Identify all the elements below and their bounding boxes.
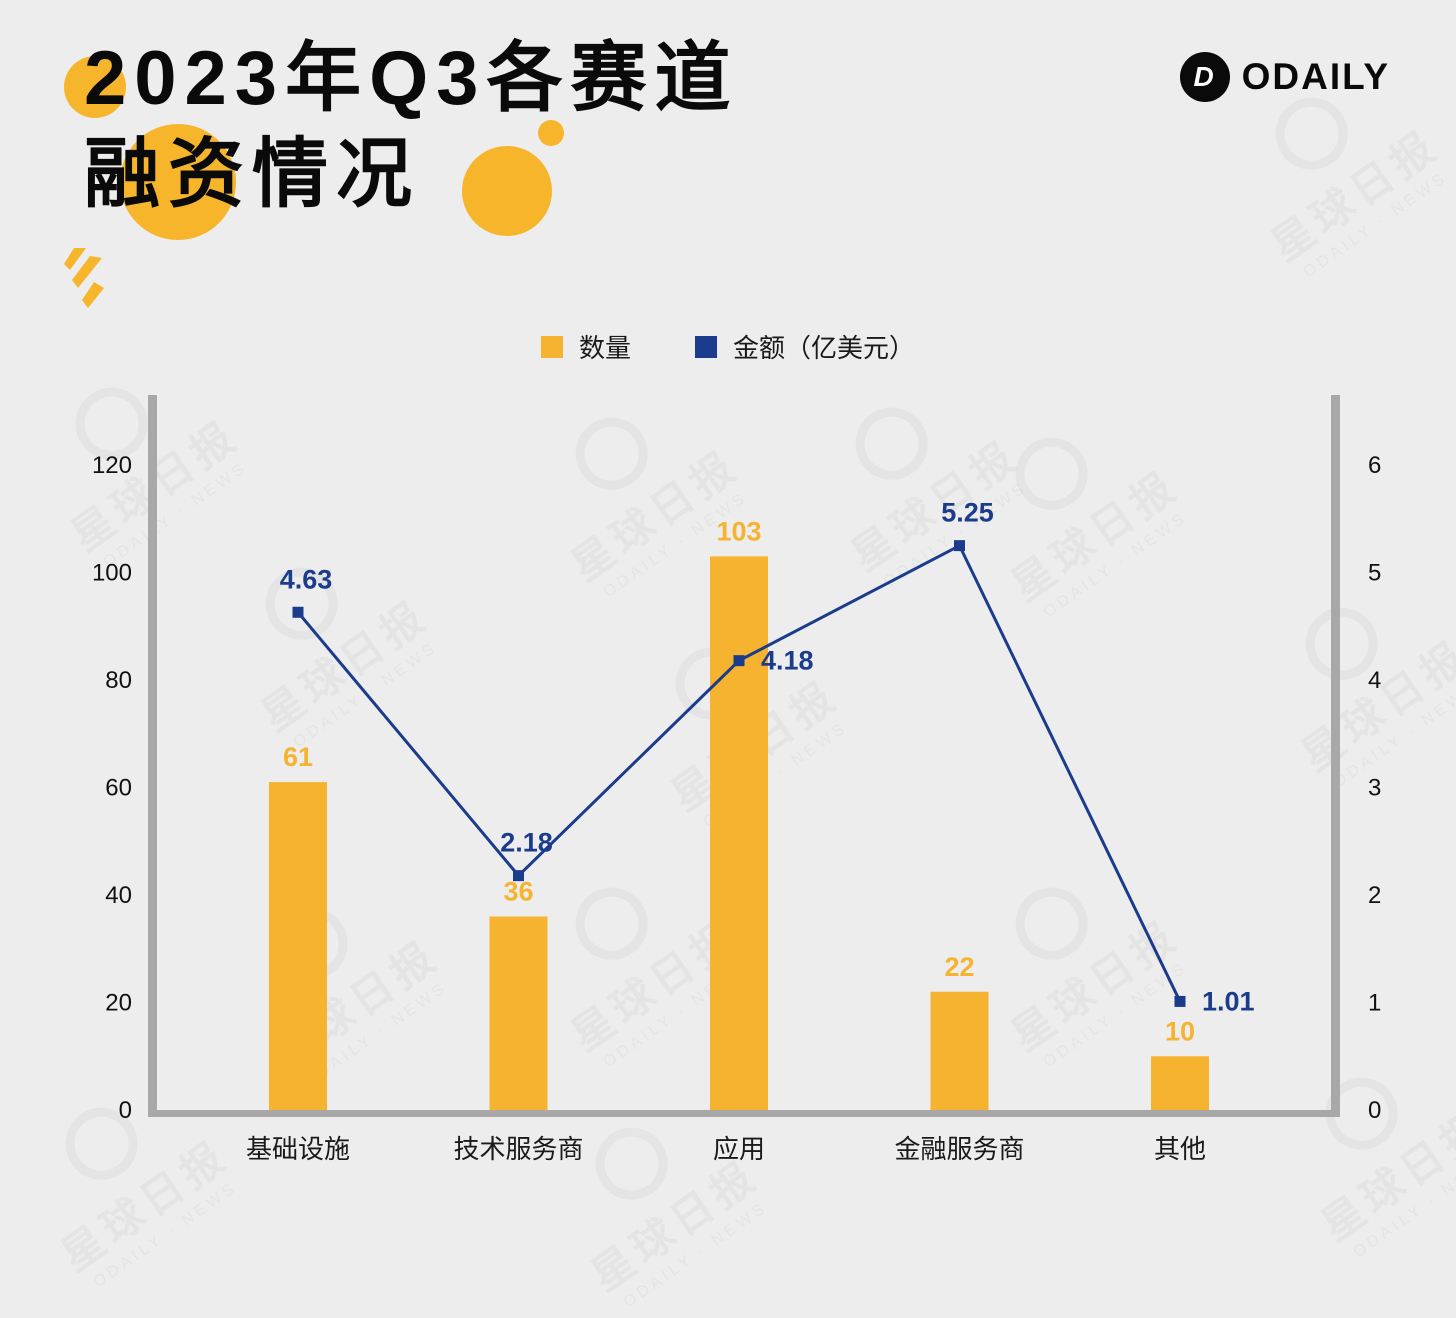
bar-其他 bbox=[1151, 1056, 1209, 1110]
decor-circle-3 bbox=[462, 146, 552, 236]
line-value-label: 4.63 bbox=[280, 564, 333, 594]
page-title-line2: 融资情况 bbox=[84, 131, 420, 217]
title-block: 2023年Q3各赛道 融资情况 bbox=[84, 40, 738, 213]
decor-circle-4 bbox=[538, 120, 564, 146]
legend-label-quantity: 数量 bbox=[578, 333, 631, 363]
line-point bbox=[954, 540, 965, 552]
logo-glyph: D bbox=[1193, 61, 1214, 92]
bar-value-label: 10 bbox=[1165, 1016, 1195, 1046]
legend-item-quantity: 数量 bbox=[540, 328, 631, 365]
line-value-label: 4.18 bbox=[761, 646, 814, 676]
legend-swatch-quantity bbox=[540, 335, 563, 358]
left-axis-tick-label: 120 bbox=[92, 452, 132, 479]
right-axis-tick-label: 1 bbox=[1368, 990, 1381, 1017]
odaily-logo-icon: D bbox=[1179, 52, 1230, 102]
bar-技术服务商 bbox=[489, 916, 548, 1110]
category-label: 应用 bbox=[713, 1134, 765, 1164]
brand-name: ODAILY bbox=[1241, 56, 1390, 97]
line-value-label: 2.18 bbox=[500, 828, 553, 858]
bar-金融服务商 bbox=[930, 991, 989, 1110]
brand: D ODAILY bbox=[1179, 52, 1390, 102]
page-title-line1: 2023年Q3各赛道 bbox=[84, 36, 739, 121]
right-axis-tick-label: 0 bbox=[1368, 1097, 1381, 1124]
right-axis-tick-label: 2 bbox=[1368, 882, 1381, 909]
combo-chart: 0 20 40 60 80 100 120 0 1 2 3 4 5 6 61 36 103 22 10 4.63 2.1… bbox=[92, 395, 1381, 1164]
bar-应用 bbox=[710, 556, 768, 1110]
decor-circle-2 bbox=[120, 124, 236, 240]
left-axis-tick-label: 60 bbox=[105, 775, 132, 802]
line-point bbox=[513, 870, 524, 882]
line-point bbox=[1174, 995, 1186, 1007]
left-axis-line bbox=[148, 395, 157, 1117]
bar-基础设施 bbox=[269, 782, 327, 1110]
bar-value-label: 22 bbox=[944, 952, 974, 982]
line-value-label: 5.25 bbox=[941, 498, 994, 528]
line-value-label: 1.01 bbox=[1202, 986, 1255, 1016]
right-axis-tick-label: 4 bbox=[1368, 667, 1381, 694]
left-axis-tick-label: 80 bbox=[105, 667, 132, 694]
bar-value-label: 103 bbox=[716, 516, 761, 546]
category-label: 金融服务商 bbox=[894, 1134, 1024, 1164]
line-point bbox=[733, 655, 745, 667]
left-axis-tick-label: 40 bbox=[105, 882, 132, 909]
legend-label-amount: 金额（亿美元） bbox=[733, 333, 916, 363]
bar-value-label: 61 bbox=[283, 742, 313, 772]
left-axis-tick-label: 0 bbox=[119, 1097, 132, 1124]
lightning-decor-icon bbox=[64, 248, 104, 308]
left-axis-tick-label: 20 bbox=[105, 990, 132, 1017]
line-point bbox=[292, 606, 304, 618]
left-axis-tick-label: 100 bbox=[92, 560, 132, 587]
right-axis-tick-label: 5 bbox=[1368, 560, 1381, 587]
right-axis-line bbox=[1331, 395, 1340, 1117]
bar-value-label: 36 bbox=[503, 877, 533, 907]
category-label: 基础设施 bbox=[246, 1134, 350, 1164]
legend-item-amount: 金额（亿美元） bbox=[695, 328, 915, 365]
decor-circle-1 bbox=[64, 56, 126, 118]
bottom-axis-line bbox=[148, 1110, 1340, 1117]
legend-swatch-amount bbox=[695, 335, 717, 358]
category-label: 技术服务商 bbox=[453, 1134, 583, 1164]
right-axis-tick-label: 3 bbox=[1368, 775, 1381, 802]
category-label: 其他 bbox=[1154, 1134, 1206, 1164]
chart-legend: 数量 金额（亿美元） bbox=[0, 328, 1456, 365]
right-axis-tick-label: 6 bbox=[1368, 452, 1381, 479]
